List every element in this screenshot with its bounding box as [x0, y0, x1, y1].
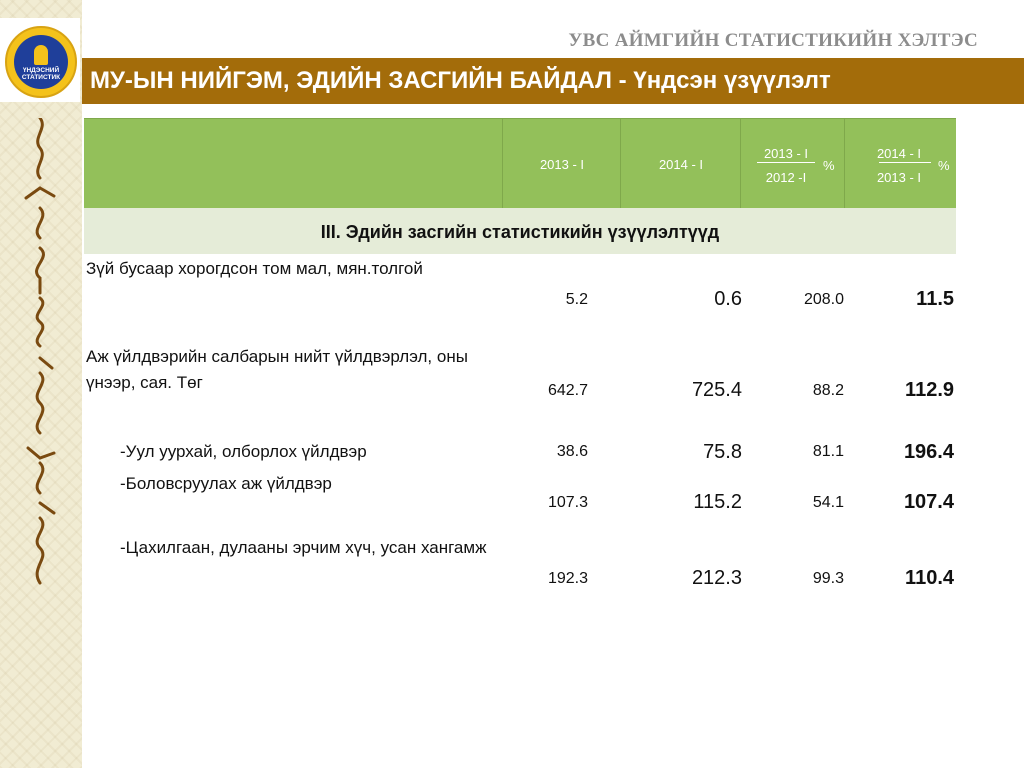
fraction-line: [757, 162, 815, 163]
value-ratio-2013: 54.1: [812, 494, 844, 511]
title-bar: МУ-ЫН НИЙГЭМ, ЭДИЙН ЗАСГИЙН БАЙДАЛ - Үнд…: [82, 58, 1024, 104]
value-2014: 0.6: [714, 288, 742, 310]
table-row: Аж үйлдвэрийн салбарын нийт үйлдвэрлэл, …: [84, 344, 956, 434]
fraction-line: [879, 162, 931, 163]
section-header: III. Эдийн засгийн статистикийн үзүүлэлт…: [84, 208, 956, 254]
value-2013: 38.6: [556, 443, 588, 460]
soyombo-emblem-icon: [34, 45, 48, 65]
value-ratio-2014: 110.4: [905, 567, 954, 589]
value-2013: 5.2: [565, 291, 588, 308]
header-ratio-2013-percent: %: [823, 158, 835, 173]
value-2013: 107.3: [547, 494, 588, 511]
value-ratio-2013: 99.3: [812, 570, 844, 587]
table-header: 2013 - I 2014 - I 2013 - I 2012 -I % 201…: [84, 118, 956, 209]
table-row: -Уул уурхай, олборлох үйлдвэр 38.6 75.8 …: [84, 439, 956, 469]
value-2013: 642.7: [547, 382, 588, 399]
value-ratio-2013: 208.0: [803, 291, 844, 308]
value-ratio-2014: 196.4: [903, 441, 954, 463]
header-label-2013: 2013 - I: [539, 157, 585, 172]
header-ratio-2013-denominator: 2012 -I: [765, 170, 807, 185]
header-ratio-2013-numerator: 2013 - I: [763, 146, 809, 161]
page-title: МУ-ЫН НИЙГЭМ, ЭДИЙН ЗАСГИЙН БАЙДАЛ - Үнд…: [90, 67, 831, 94]
value-ratio-2013: 88.2: [812, 382, 844, 399]
logo-text-line2: СТАТИСТИК: [21, 74, 61, 81]
header-col-ratio-2013: 2013 - I 2012 -I %: [740, 119, 845, 209]
row-label: -Боловсруулах аж үйлдвэр: [120, 474, 332, 493]
row-label: -Цахилгаан, дулааны эрчим хүч, усан ханг…: [120, 538, 487, 557]
row-label: Аж үйлдвэрийн салбарын нийт үйлдвэрлэл, …: [86, 347, 468, 392]
logo-text-line1: ҮНДЭСНИЙ: [22, 67, 60, 74]
header-ratio-2014-percent: %: [938, 158, 950, 173]
section-title: III. Эдийн засгийн статистикийн үзүүлэлт…: [320, 222, 720, 242]
value-2014: 115.2: [693, 491, 742, 513]
header-col-2014: 2014 - I: [620, 119, 741, 209]
mongolian-script-decoration: [24, 118, 56, 585]
header-ratio-2014-denominator: 2013 - I: [876, 170, 922, 185]
value-ratio-2014: 112.9: [905, 379, 954, 401]
table-row: -Боловсруулах аж үйлдвэр 107.3 115.2 54.…: [84, 471, 956, 521]
organization-name: УВС АЙМГИЙН СТАТИСТИКИЙН ХЭЛТЭС: [568, 30, 978, 51]
header-ratio-2014-numerator: 2014 - I: [876, 146, 922, 161]
value-2014: 212.3: [691, 567, 742, 589]
logo-inner-circle: ҮНДЭСНИЙ СТАТИСТИК: [14, 35, 68, 89]
value-ratio-2013: 81.1: [812, 443, 844, 460]
national-statistics-logo: ҮНДЭСНИЙ СТАТИСТИК: [5, 26, 77, 98]
row-label: -Уул уурхай, олборлох үйлдвэр: [120, 442, 367, 461]
logo-container: ҮНДЭСНИЙ СТАТИСТИК: [0, 18, 80, 102]
header-col-2013: 2013 - I: [502, 119, 621, 209]
value-ratio-2014: 107.4: [903, 491, 954, 513]
decorative-side-strip: ҮНДЭСНИЙ СТАТИСТИК: [0, 0, 82, 768]
value-2013: 192.3: [547, 570, 588, 587]
value-ratio-2014: 11.5: [916, 288, 954, 310]
row-label: Зүй бусаар хорогдсон том мал, мян.толгой: [86, 259, 423, 278]
header-col-ratio-2014: 2014 - I 2013 - I %: [844, 119, 957, 209]
table-row: Зүй бусаар хорогдсон том мал, мян.толгой…: [84, 256, 956, 336]
value-2014: 75.8: [703, 441, 742, 463]
table-row: -Цахилгаан, дулааны эрчим хүч, усан ханг…: [84, 535, 956, 605]
header-label-2014: 2014 - I: [658, 157, 704, 172]
value-2014: 725.4: [691, 379, 742, 401]
